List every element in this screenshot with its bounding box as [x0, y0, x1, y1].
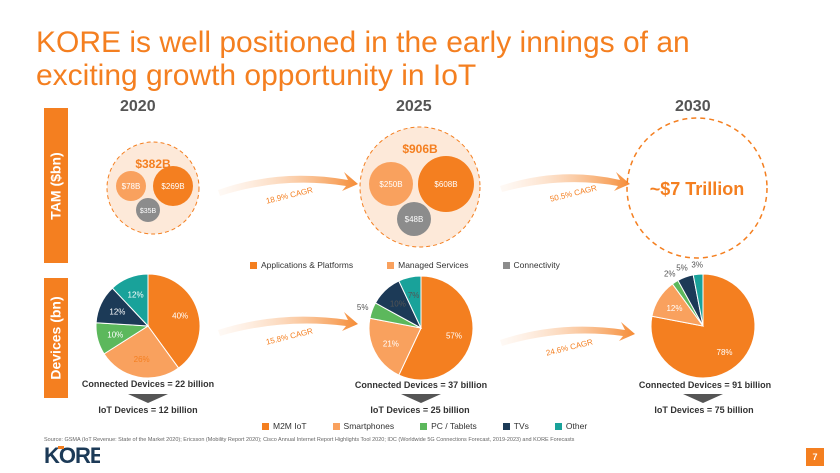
tam-2020-managed-bubble [153, 166, 193, 206]
year-2025: 2025 [396, 98, 432, 115]
tam-2020-total: $382B [135, 157, 171, 171]
dev-legend-other: Other [554, 421, 587, 431]
tam-2025-conn-bubble [397, 202, 431, 236]
pie-2-slice-other [692, 273, 704, 327]
year-2020: 2020 [120, 98, 156, 115]
pie-1-slice-smartphones [368, 317, 422, 376]
pie-2-label-0: 78% [717, 348, 733, 357]
tam-side-label: TAM ($bn) [44, 108, 68, 263]
pie-1-label-0: 57% [446, 331, 462, 340]
pie-0-slice-smartphones [103, 325, 180, 379]
pie-0-label-1: 26% [134, 355, 150, 364]
source-note: Source: GSMA (IoT Revenue: State of the … [44, 437, 575, 443]
connected-2025: Connected Devices = 37 billion [354, 380, 488, 390]
tam-2020-apps-label: $78B [122, 182, 141, 191]
connected-2030: Connected Devices = 91 billion [638, 380, 772, 390]
pie-2-label-4: 3% [691, 260, 703, 269]
year-2030: 2030 [675, 98, 711, 115]
dev-arrow-1 [218, 312, 358, 336]
pie-0-label-3: 12% [109, 308, 125, 317]
tam-legend-conn: Connectivity [502, 260, 560, 270]
kore-logo-mark: KORE [44, 444, 100, 466]
dev-arrow-2 [500, 322, 635, 346]
tam-2020-outline [106, 141, 200, 235]
tam-legend-managed: Managed Services [387, 260, 469, 270]
tam-2025-total: $906B [402, 142, 438, 156]
tam-arrow-1 [218, 172, 358, 196]
iot-2025: IoT Devices = 25 billion [370, 405, 470, 415]
pie-0-slice-m2m-iot [147, 273, 201, 369]
tam-legend: Applications & Platforms Managed Service… [250, 260, 560, 270]
tam-cagr-1: 18.9% CAGR [265, 185, 314, 205]
device-legend: M2M IoT Smartphones PC / Tablets TVs Oth… [262, 421, 587, 431]
tam-2020-managed-label: $269B [161, 182, 184, 191]
tam-2025-conn-label: $48B [405, 215, 424, 224]
tam-2025-apps-bubble [369, 162, 413, 206]
tam-2025-managed-label: $608B [434, 180, 457, 189]
dev-legend-smartphones: Smartphones [332, 421, 394, 431]
pie-1-slice-m2m-iot [398, 275, 474, 381]
iot-2030: IoT Devices = 75 billion [654, 405, 754, 415]
pie-1-label-4: 7% [408, 291, 420, 300]
page-number: 7 [806, 448, 824, 466]
tam-2030-total: ~$7 Trillion [650, 179, 745, 199]
down-arrow-2030 [683, 394, 723, 403]
connected-2020: Connected Devices = 22 billion [81, 379, 215, 389]
tam-legend-apps: Applications & Platforms [250, 260, 353, 270]
page-title: KORE is well positioned in the early inn… [36, 26, 690, 92]
tam-2020-conn-bubble [136, 198, 160, 222]
tam-2020-conn-label: $35B [140, 208, 157, 215]
kore-logo: KORE [44, 444, 100, 466]
dev-legend-pc: PC / Tablets [420, 421, 477, 431]
tam-2025-managed-bubble [418, 156, 474, 212]
pie-2-label-3: 5% [676, 264, 688, 273]
tam-2030-outline [626, 117, 768, 259]
pie-0-label-2: 10% [107, 330, 123, 339]
dev-legend-tvs: TVs [502, 421, 529, 431]
device-pies: 40%26%10%12%12%57%21%5% 10%7%78%12%2%5% 3% [95, 260, 756, 381]
pie-1-label-2: 5% [357, 303, 369, 312]
pie-0-label-4: 12% [128, 291, 144, 300]
dev-cagr-2: 24.6% CAGR [545, 337, 594, 357]
devices-side-label: Devices (bn) [44, 278, 68, 398]
pie-2-label-2: 2% [664, 270, 676, 279]
svg-text:KORE: KORE [44, 444, 100, 466]
dev-cagr-1: 15.8% CAGR [265, 326, 314, 346]
pie-1-slice-other [398, 275, 422, 329]
pie-2-label-1: 12% [666, 304, 682, 313]
pie-1-label-1: 21% [383, 339, 399, 348]
tam-arrow-2 [500, 172, 630, 192]
pie-1-label-3: 10% [390, 299, 406, 308]
down-arrow-2025 [401, 394, 441, 403]
tam-2020-apps-bubble [116, 171, 146, 201]
tam-cagr-2: 50.5% CAGR [549, 183, 598, 203]
pie-0-slice-other [111, 273, 149, 328]
pie-0-label-0: 40% [172, 312, 188, 321]
down-arrow-2020 [128, 394, 168, 403]
iot-2020: IoT Devices = 12 billion [98, 405, 198, 415]
dev-legend-m2m: M2M IoT [262, 421, 307, 431]
tam-2025-apps-label: $250B [379, 180, 402, 189]
